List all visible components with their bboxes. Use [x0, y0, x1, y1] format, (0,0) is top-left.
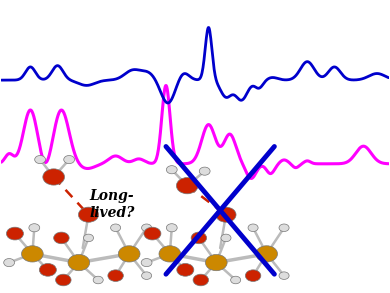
Circle shape — [35, 156, 46, 163]
Circle shape — [4, 258, 14, 267]
Circle shape — [39, 263, 57, 276]
Circle shape — [193, 274, 209, 286]
Circle shape — [248, 224, 258, 231]
Circle shape — [6, 227, 23, 240]
Circle shape — [245, 270, 261, 282]
Circle shape — [144, 227, 161, 240]
Circle shape — [21, 246, 43, 262]
Circle shape — [206, 254, 227, 271]
Circle shape — [118, 246, 140, 262]
Circle shape — [167, 224, 177, 232]
Circle shape — [56, 274, 71, 286]
Circle shape — [142, 272, 152, 280]
Circle shape — [93, 276, 103, 284]
Circle shape — [64, 156, 74, 163]
Text: Long-
lived?: Long- lived? — [89, 190, 135, 220]
Circle shape — [216, 207, 236, 222]
Circle shape — [176, 178, 198, 194]
Circle shape — [256, 246, 277, 262]
Circle shape — [279, 272, 289, 280]
Circle shape — [68, 254, 90, 271]
Circle shape — [191, 232, 207, 244]
Circle shape — [230, 276, 241, 284]
Circle shape — [43, 169, 64, 185]
Circle shape — [108, 270, 123, 282]
Circle shape — [142, 224, 152, 231]
Circle shape — [83, 234, 94, 242]
Circle shape — [29, 224, 40, 232]
Circle shape — [159, 246, 181, 262]
Circle shape — [177, 263, 194, 276]
Circle shape — [111, 224, 121, 231]
Circle shape — [221, 234, 231, 242]
Circle shape — [167, 166, 177, 174]
Circle shape — [78, 207, 99, 222]
Circle shape — [141, 258, 152, 267]
Circle shape — [279, 224, 289, 231]
Circle shape — [199, 167, 210, 175]
Circle shape — [54, 232, 69, 244]
